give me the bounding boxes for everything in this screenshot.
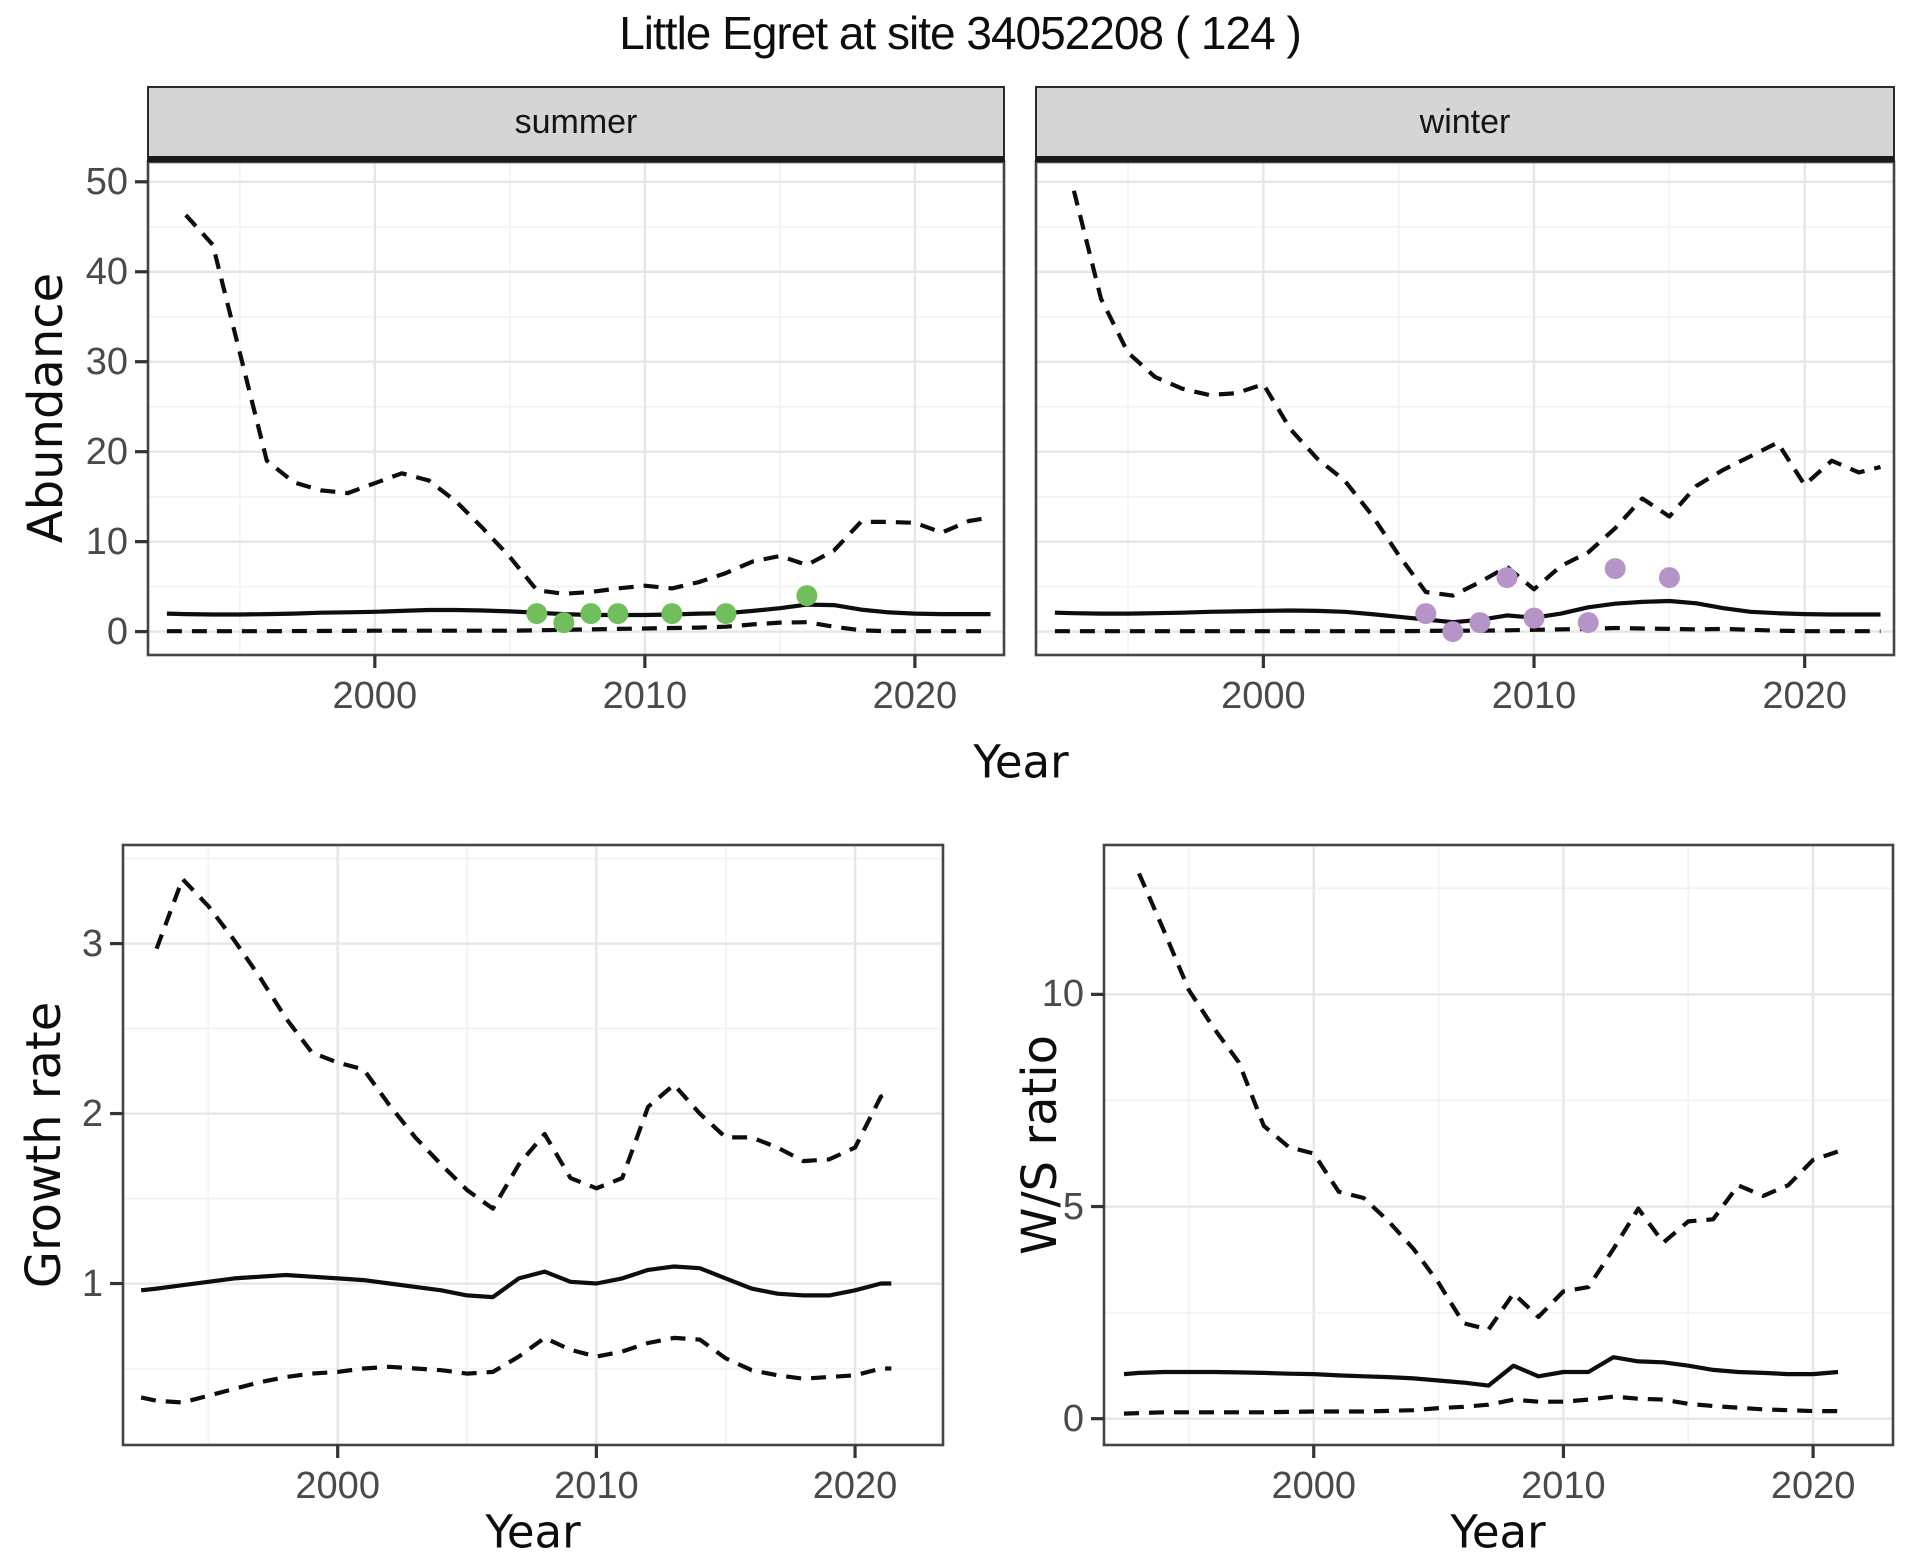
panel-growth-rate bbox=[110, 843, 945, 1458]
panel-background bbox=[148, 162, 1004, 655]
series-ci-line bbox=[166, 620, 991, 634]
panel-ws-ratio bbox=[1091, 843, 1895, 1458]
series-median-line bbox=[1054, 598, 1881, 625]
observed-point bbox=[526, 603, 548, 625]
observed-point bbox=[580, 603, 602, 625]
series-median-line bbox=[140, 1264, 892, 1300]
panel-border bbox=[1034, 160, 1896, 657]
series-ci-line bbox=[1071, 190, 1882, 598]
panel-border bbox=[146, 160, 1006, 657]
observed-point bbox=[796, 585, 818, 607]
observed-point bbox=[1496, 567, 1518, 589]
observed-point bbox=[1469, 612, 1491, 634]
panel-background bbox=[1036, 162, 1894, 655]
observed-point bbox=[661, 603, 683, 625]
panel-border bbox=[121, 843, 945, 1447]
series-ci-line bbox=[1137, 872, 1839, 1332]
series-median-line bbox=[166, 602, 991, 618]
series-ci-line bbox=[140, 1335, 892, 1405]
series-ci-line bbox=[1123, 1394, 1839, 1416]
series-ci-line bbox=[184, 213, 991, 596]
observed-point bbox=[1523, 607, 1545, 629]
series-median-line bbox=[1123, 1355, 1839, 1388]
panel-abundance-winter bbox=[1034, 160, 1896, 668]
panel-background bbox=[1104, 845, 1893, 1445]
series-ci-line bbox=[154, 876, 893, 1211]
observed-point bbox=[1442, 621, 1464, 643]
observed-point bbox=[1658, 567, 1680, 589]
panel-abundance-summer bbox=[135, 160, 1006, 668]
observed-point bbox=[715, 603, 737, 625]
observed-point bbox=[1577, 612, 1599, 634]
observed-point bbox=[1415, 603, 1437, 625]
observed-point bbox=[607, 603, 629, 625]
panel-border bbox=[1102, 843, 1895, 1447]
observed-point bbox=[553, 612, 575, 634]
observed-point bbox=[1604, 558, 1626, 580]
